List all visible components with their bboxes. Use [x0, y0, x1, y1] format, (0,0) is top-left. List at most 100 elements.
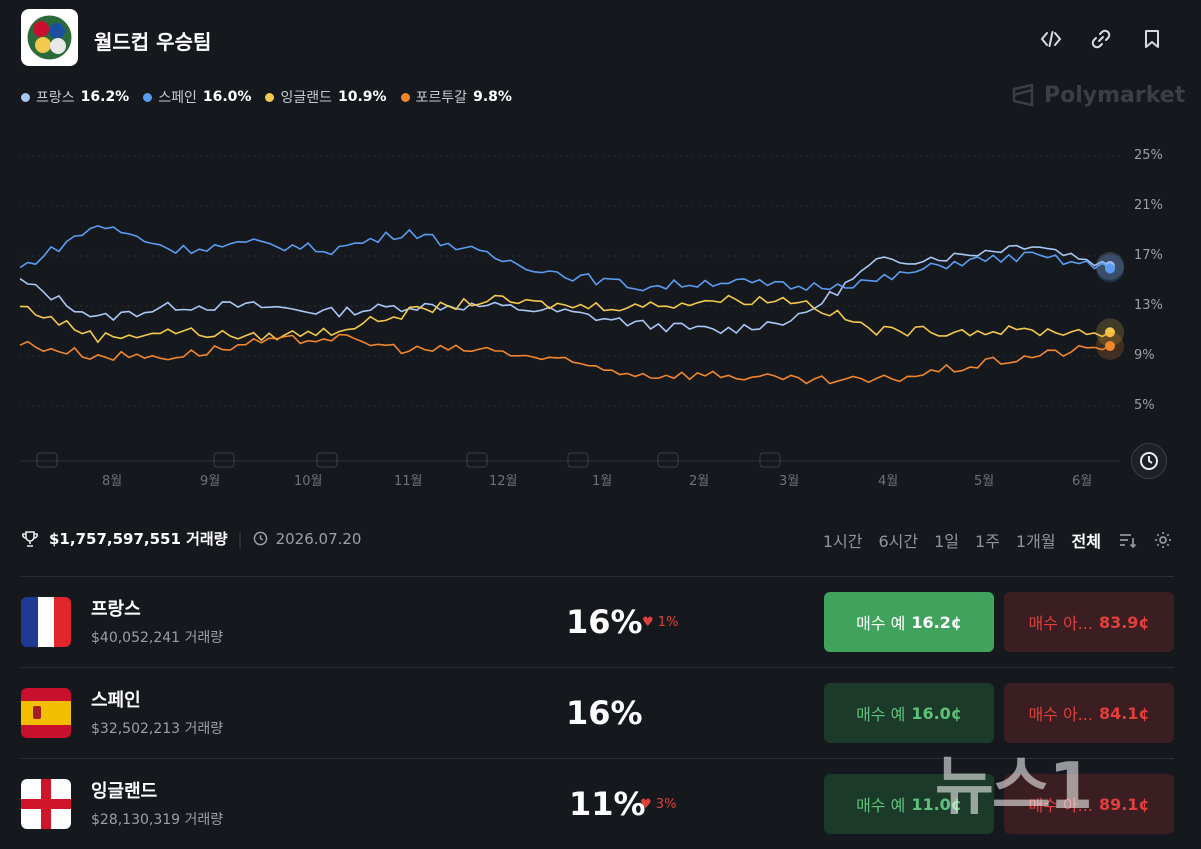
sort-icon[interactable]: [1117, 530, 1137, 550]
france-flag-icon: [21, 597, 71, 647]
series-end-point: [1105, 263, 1115, 274]
legend-label: 스페인: [158, 90, 197, 106]
range-1w[interactable]: 1주: [975, 532, 1000, 551]
buy-yes-price: 16.2¢: [911, 612, 962, 632]
settings-icon[interactable]: [1153, 530, 1173, 550]
buy-yes-button[interactable]: 매수 예 16.2¢: [824, 592, 994, 652]
x-tick-label: 5월: [974, 474, 995, 489]
team-name: 잉글랜드: [91, 781, 158, 802]
news-watermark: 뉴스1: [935, 750, 1093, 824]
series-line: [19, 294, 1111, 344]
event-marker[interactable]: [316, 452, 338, 468]
team-volume: $40,052,241 거래량: [91, 630, 224, 646]
change-value: 1%: [657, 615, 679, 630]
total-volume: $1,757,597,551 거래량: [49, 530, 228, 548]
end-date: 2026.07.20: [253, 529, 362, 548]
price-chart: [19, 155, 1124, 468]
legend-dot: [143, 92, 153, 102]
team-row[interactable]: 스페인 $32,502,213 거래량 16% 매수 예 16.0¢ 매수 아..…: [21, 667, 1174, 758]
x-tick-label: 6월: [1072, 474, 1093, 489]
legend-dot: [21, 92, 30, 102]
polymarket-logo-icon: [1012, 83, 1034, 107]
change-value: 3%: [655, 797, 677, 812]
x-tick-label: 12월: [489, 474, 518, 489]
y-tick-label: 9%: [1134, 348, 1155, 363]
buy-yes-price: 16.0¢: [911, 703, 962, 723]
y-tick-label: 25%: [1134, 148, 1163, 163]
buy-yes-label: 매수 예: [856, 614, 906, 633]
team-name: 프랑스: [91, 599, 141, 620]
buy-yes-button[interactable]: 매수 예 11.0¢: [824, 774, 994, 834]
page-title: 월드컵 우승팀: [94, 30, 212, 54]
range-1d[interactable]: 1일: [934, 532, 960, 551]
legend-item: 프랑스 16.2%: [21, 87, 129, 107]
range-all[interactable]: 전체: [1071, 532, 1101, 551]
series-end-point: [1105, 327, 1115, 338]
legend-pct: 9.8%: [473, 89, 512, 105]
buy-no-price: 89.1¢: [1098, 794, 1150, 814]
team-row[interactable]: 잉글랜드 $28,130,319 거래량 11% ♥ 3% 매수 예 11.0¢ …: [21, 758, 1174, 849]
buy-no-label: 매수 아...: [1028, 614, 1093, 633]
buy-yes-label: 매수 예: [856, 796, 906, 815]
event-marker[interactable]: [657, 452, 679, 468]
x-tick-label: 10월: [294, 474, 323, 489]
team-probability: 16%: [566, 603, 643, 641]
series-end-point: [1105, 341, 1115, 351]
clock-icon: [253, 531, 267, 546]
buy-yes-price: 11.0¢: [911, 794, 962, 814]
buy-no-label: 매수 아...: [1028, 796, 1093, 815]
event-marker[interactable]: [213, 452, 235, 468]
spain-flag-icon: [21, 688, 71, 738]
buy-no-button[interactable]: 매수 아... 83.9¢: [1004, 592, 1174, 652]
legend-label: 잉글랜드: [280, 90, 332, 106]
legend-item: 스페인 16.0%: [143, 87, 251, 107]
range-1h[interactable]: 1시간: [822, 532, 863, 551]
trophy-icon: [22, 530, 38, 547]
event-marker[interactable]: [466, 452, 488, 468]
team-name: 스페인: [91, 690, 141, 711]
stats-bar: $1,757,597,551 거래량 | 2026.07.20: [21, 528, 361, 549]
legend-item: 포르투갈 9.8%: [400, 87, 512, 107]
buy-no-button[interactable]: 매수 아... 84.1¢: [1004, 683, 1174, 743]
legend-label: 프랑스: [36, 90, 75, 106]
history-button[interactable]: [1131, 443, 1167, 479]
buy-no-price: 84.1¢: [1098, 703, 1150, 723]
change-badge: ♥ 1%: [642, 615, 679, 630]
range-6h[interactable]: 6시간: [878, 532, 919, 551]
range-1m[interactable]: 1개월: [1015, 532, 1056, 551]
bookmark-icon[interactable]: [1141, 28, 1163, 50]
buy-no-button[interactable]: 매수 아... 89.1¢: [1004, 774, 1174, 834]
series-line: [19, 333, 1111, 385]
polymarket-brand: Polymarket: [1010, 82, 1185, 108]
series-line: [19, 244, 1111, 335]
event-marker[interactable]: [759, 452, 781, 468]
x-tick-label: 4월: [878, 474, 899, 489]
event-marker[interactable]: [567, 452, 589, 468]
y-tick-label: 5%: [1134, 398, 1155, 413]
legend-label: 포르투갈: [415, 90, 468, 106]
time-range-selector: 1시간 6시간 1일 1주 1개월 전체: [823, 528, 1173, 552]
legend-pct: 16.0%: [202, 89, 252, 105]
series-line: [19, 224, 1111, 292]
clock-icon: [1140, 452, 1158, 470]
x-tick-label: 11월: [394, 474, 423, 489]
team-probability: 16%: [566, 694, 643, 732]
legend-pct: 10.9%: [337, 89, 387, 105]
team-row[interactable]: 프랑스 $40,052,241 거래량 16% ♥ 1% 매수 예 16.2¢ 매…: [21, 576, 1174, 667]
y-tick-label: 13%: [1134, 298, 1163, 313]
x-tick-label: 1월: [592, 474, 613, 489]
end-date-text: 2026.07.20: [275, 529, 362, 548]
link-icon[interactable]: [1090, 28, 1112, 50]
buy-yes-label: 매수 예: [856, 705, 906, 724]
legend-pct: 16.2%: [80, 89, 130, 105]
team-probability: 11%: [569, 785, 646, 823]
buy-no-label: 매수 아...: [1028, 705, 1093, 724]
embed-icon[interactable]: [1040, 28, 1062, 50]
team-volume: $32,502,213 거래량: [91, 721, 224, 737]
market-logo: [21, 9, 78, 66]
legend-dot: [400, 92, 410, 102]
buy-yes-button[interactable]: 매수 예 16.0¢: [824, 683, 994, 743]
buy-no-price: 83.9¢: [1098, 612, 1150, 632]
event-marker[interactable]: [36, 452, 58, 468]
x-tick-label: 3월: [779, 474, 800, 489]
